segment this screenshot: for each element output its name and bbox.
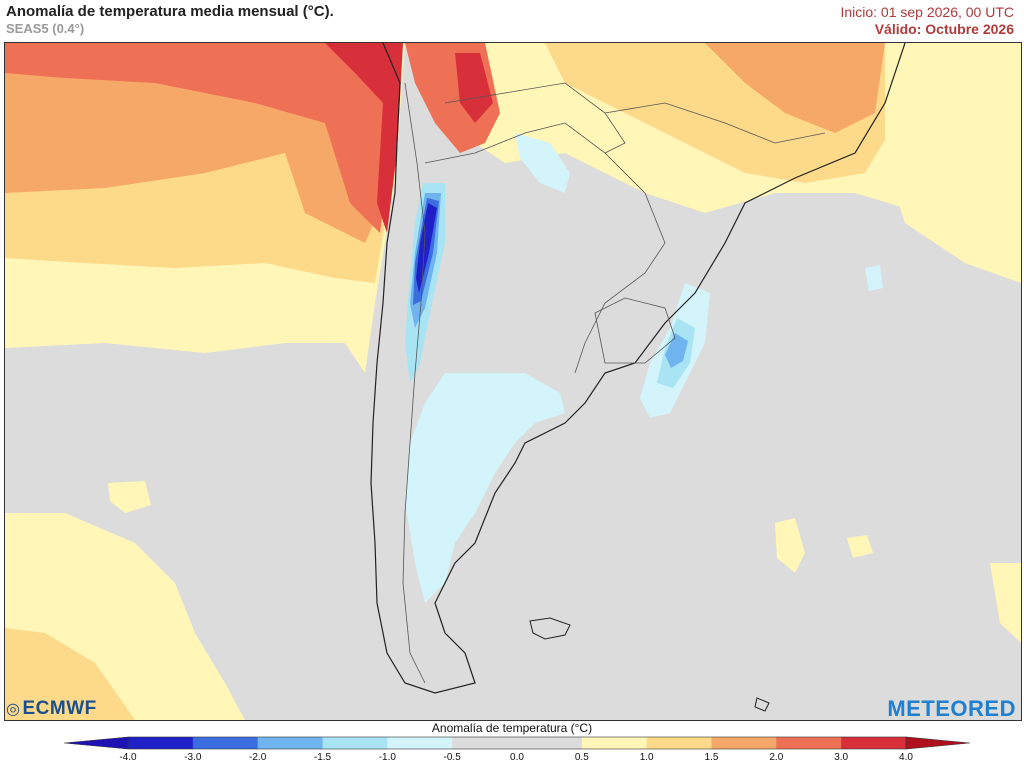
color-bar bbox=[64, 736, 970, 750]
east-atlantic-warm bbox=[885, 43, 1021, 283]
se-atlantic-warm bbox=[990, 563, 1021, 643]
color-bar-tick-label: 1.0 bbox=[639, 752, 654, 763]
color-bar-segment bbox=[646, 737, 712, 749]
paraguay-cool bbox=[515, 133, 570, 193]
model-label: SEAS5 (0.4°) bbox=[6, 21, 85, 36]
andes-darkred bbox=[455, 53, 493, 123]
sw-pacific-orange bbox=[5, 628, 135, 720]
anomaly-map[interactable] bbox=[4, 42, 1022, 721]
color-bar-segment bbox=[711, 737, 777, 749]
color-bar-under bbox=[64, 736, 129, 750]
color-bar-border bbox=[127, 736, 907, 750]
color-bar-tick-label: -1.0 bbox=[378, 752, 396, 763]
color-bar-tick-label: 4.0 bbox=[899, 752, 913, 763]
color-bar-segment bbox=[128, 737, 194, 749]
color-bar-segment bbox=[517, 737, 583, 749]
color-bar-segment bbox=[776, 737, 842, 749]
south-georgia-dot bbox=[754, 697, 770, 712]
color-bar-tick-label: -3.0 bbox=[184, 752, 202, 763]
color-bar-tick-label: 2.0 bbox=[769, 752, 784, 763]
argentina-cool bbox=[405, 373, 565, 603]
color-bar-segment bbox=[841, 737, 907, 749]
ecmwf-logo-text: ECMWF bbox=[22, 698, 97, 719]
meteored-logo: METEORED bbox=[887, 696, 1016, 721]
color-bar-tick-label: 1.5 bbox=[704, 752, 719, 763]
border-bolivia bbox=[444, 82, 626, 154]
legend-title: Anomalía de temperatura (°C) bbox=[431, 721, 593, 735]
border-argentina-north bbox=[424, 122, 666, 374]
color-bar-segment bbox=[257, 737, 323, 749]
color-bar-tick-label: 3.0 bbox=[834, 752, 849, 763]
atlantic-warm-spot-1 bbox=[775, 518, 805, 573]
ecmwf-logo-icon: ◎ bbox=[6, 701, 21, 718]
init-time: Inicio: 01 sep 2026, 00 UTC bbox=[840, 4, 1014, 20]
continent-outline bbox=[370, 43, 906, 694]
valid-period: Válido: Octubre 2026 bbox=[874, 21, 1014, 37]
falkland-islands bbox=[529, 617, 571, 640]
border-uruguay bbox=[594, 297, 676, 364]
color-bar-tick-label: 0.5 bbox=[574, 752, 589, 763]
color-bar-over bbox=[905, 736, 970, 750]
atlantic-cool-inner bbox=[665, 333, 688, 368]
border-chile-argentina bbox=[402, 82, 426, 684]
atlantic-cool-small bbox=[865, 265, 883, 291]
color-bar-tick-label: -0.5 bbox=[443, 752, 461, 763]
border-brazil bbox=[604, 102, 826, 144]
atlantic-warm-spot-2 bbox=[847, 535, 873, 558]
color-bar-segment bbox=[581, 737, 648, 749]
map-title: Anomalía de temperatura media mensual (°… bbox=[6, 3, 334, 20]
andes-cold-core bbox=[416, 203, 437, 293]
color-bar-tick-label: -1.5 bbox=[313, 752, 332, 763]
color-bar-tick-label: -2.0 bbox=[249, 752, 267, 763]
color-bar-tick-label: 0.0 bbox=[510, 752, 524, 763]
ecmwf-logo: ◎ ECMWF bbox=[6, 698, 97, 720]
sw-pacific-spot bbox=[108, 481, 151, 513]
pacific-warm-red bbox=[5, 43, 400, 233]
pacific-warm-darkred bbox=[325, 43, 403, 233]
color-bar-segment bbox=[322, 737, 388, 749]
map-canvas bbox=[5, 43, 1021, 720]
color-bar-tick-label: -4.0 bbox=[119, 752, 137, 763]
color-bar-segment bbox=[387, 737, 453, 749]
brazil-orange-2 bbox=[705, 43, 885, 133]
color-bar-segment bbox=[452, 737, 518, 749]
color-bar-segment bbox=[192, 737, 259, 749]
